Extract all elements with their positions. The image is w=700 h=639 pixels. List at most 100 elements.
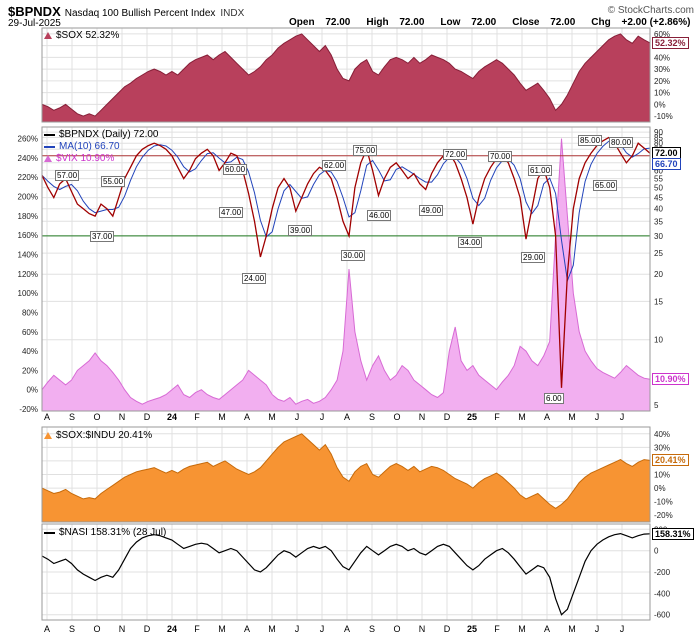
- soxindu-swatch-icon: [44, 432, 52, 439]
- x-axis-label: F: [494, 624, 500, 634]
- quote-close: Close 72.00: [512, 17, 576, 28]
- bpndx-line-series: [41, 136, 651, 388]
- x-axis-label: J: [320, 624, 325, 634]
- legend-bpndx-label: $BPNDX (Daily) 72.00: [59, 129, 159, 140]
- quote-high: High 72.00: [366, 17, 425, 28]
- y-axis-label: 35: [654, 217, 663, 226]
- chart-header: $BPNDX Nasdaq 100 Bullish Percent Index IN…: [8, 3, 244, 21]
- y-axis-label: 20%: [654, 77, 670, 86]
- price-annotation: 34.00: [458, 237, 483, 248]
- last-value-badge: 52.32%: [652, 37, 689, 49]
- vix-area-series: [42, 138, 650, 411]
- x-axis-label: 25: [467, 624, 477, 634]
- price-annotation: 80.00: [609, 137, 634, 148]
- legend-nasi: $NASI 158.31% (28 Jul): [44, 527, 166, 538]
- x-axis-label: F: [494, 412, 500, 422]
- y-axis-label: 20: [654, 270, 663, 279]
- y-axis-label: 80: [654, 139, 663, 148]
- y-axis-label: 40%: [654, 430, 670, 439]
- price-annotation: 24.00: [242, 273, 267, 284]
- y-axis-label: 100%: [18, 289, 38, 298]
- nasi-line-swatch-icon: [44, 531, 55, 534]
- last-value-badge: 158.31%: [652, 528, 694, 540]
- bpndx-line-swatch-icon: [44, 133, 55, 136]
- legend-ma: MA(10) 66.70: [44, 141, 120, 152]
- x-axis-label: A: [544, 624, 550, 634]
- quote-open: Open 72.00: [289, 17, 351, 28]
- y-axis-label: 40%: [22, 347, 38, 356]
- price-annotation: 60.00: [223, 164, 248, 175]
- sox-area-series: [42, 33, 650, 122]
- x-axis-labels: A S O N D 24 F M A M J J A S O N D 25 F M A M J J: [44, 412, 624, 422]
- price-annotation: 70.00: [488, 151, 513, 162]
- symbol-title: $BPNDX: [8, 4, 61, 19]
- y-axis-label: 55: [654, 175, 663, 184]
- x-axis-label: M: [518, 624, 526, 634]
- x-axis-label: D: [144, 624, 151, 634]
- x-axis-label: A: [244, 412, 250, 422]
- y-axis-label: 90: [654, 128, 663, 137]
- y-axis-label: 15: [654, 297, 663, 306]
- x-axis-label: O: [93, 624, 100, 634]
- price-annotation: 30.00: [341, 250, 366, 261]
- y-axis-label: 140%: [18, 251, 38, 260]
- legend-ma-label: MA(10) 66.70: [59, 141, 120, 152]
- x-axis-label: 24: [167, 412, 177, 422]
- x-axis-label: M: [568, 624, 576, 634]
- x-axis-label: N: [119, 412, 126, 422]
- x-axis-label: J: [595, 412, 600, 422]
- x-axis-label: A: [244, 624, 250, 634]
- sox-line-edge: [41, 33, 651, 117]
- x-axis-label: A: [344, 412, 350, 422]
- y-axis-label: 45: [654, 194, 663, 203]
- y-axis-label: -10%: [654, 112, 673, 121]
- legend-soxindu-label: $SOX:$INDU 20.41%: [56, 430, 153, 441]
- x-axis-label: S: [369, 624, 375, 634]
- y-axis-label: 220%: [18, 173, 38, 182]
- x-axis-label: O: [393, 624, 400, 634]
- price-annotation: 85.00: [578, 135, 603, 146]
- y-axis-label: 30: [654, 232, 663, 241]
- y-axis-label: 60: [654, 166, 663, 175]
- x-axis-label: J: [595, 624, 600, 634]
- legend-vix-label: $VIX 10.90%: [56, 153, 115, 164]
- y-axis-label: -20%: [654, 511, 673, 520]
- x-axis-label: S: [69, 624, 75, 634]
- quote-low: Low 72.00: [440, 17, 497, 28]
- soxindu-area-series: [42, 433, 650, 522]
- x-axis-label: S: [69, 412, 75, 422]
- y-axis-label: 25: [654, 249, 663, 258]
- price-annotation: 46.00: [367, 210, 392, 221]
- price-annotation: 39.00: [288, 225, 313, 236]
- vix-line-edge: [41, 138, 651, 405]
- y-axis-label: 0: [654, 547, 659, 556]
- x-axis-label: J: [295, 624, 300, 634]
- y-axis-label: 260%: [18, 135, 38, 144]
- ma10-line-series: [41, 139, 651, 283]
- y-axis-label: 20%: [22, 366, 38, 375]
- price-annotation: 49.00: [419, 205, 444, 216]
- y-axis-label: 30%: [654, 65, 670, 74]
- price-annotation: 61.00: [528, 165, 553, 176]
- x-axis-label: F: [194, 412, 200, 422]
- x-axis-label: S: [369, 412, 375, 422]
- nasi-line-series: [41, 532, 651, 616]
- legend-bpndx: $BPNDX (Daily) 72.00: [44, 129, 158, 140]
- x-axis-label: M: [218, 412, 226, 422]
- sox-panel: 60%50%40%30%20%10%0%-10%: [41, 27, 673, 123]
- x-axis-label: M: [568, 412, 576, 422]
- soxindu-line-edge: [41, 433, 651, 510]
- y-axis-label: 30%: [654, 443, 670, 452]
- x-axis-label: J: [320, 412, 325, 422]
- x-axis-label: A: [44, 412, 50, 422]
- y-axis-label: 200%: [18, 193, 38, 202]
- legend-soxindu: $SOX:$INDU 20.41%: [44, 430, 152, 441]
- y-axis-label: 0%: [654, 484, 666, 493]
- chart-date: 29-Jul-2025: [8, 18, 61, 29]
- y-axis-label: 5: [654, 401, 659, 410]
- nasi-panel: 2000-200-400-600: [41, 523, 671, 621]
- x-axis-label: M: [268, 624, 276, 634]
- y-axis-label: -400: [654, 589, 671, 598]
- sox-swatch-icon: [44, 32, 52, 39]
